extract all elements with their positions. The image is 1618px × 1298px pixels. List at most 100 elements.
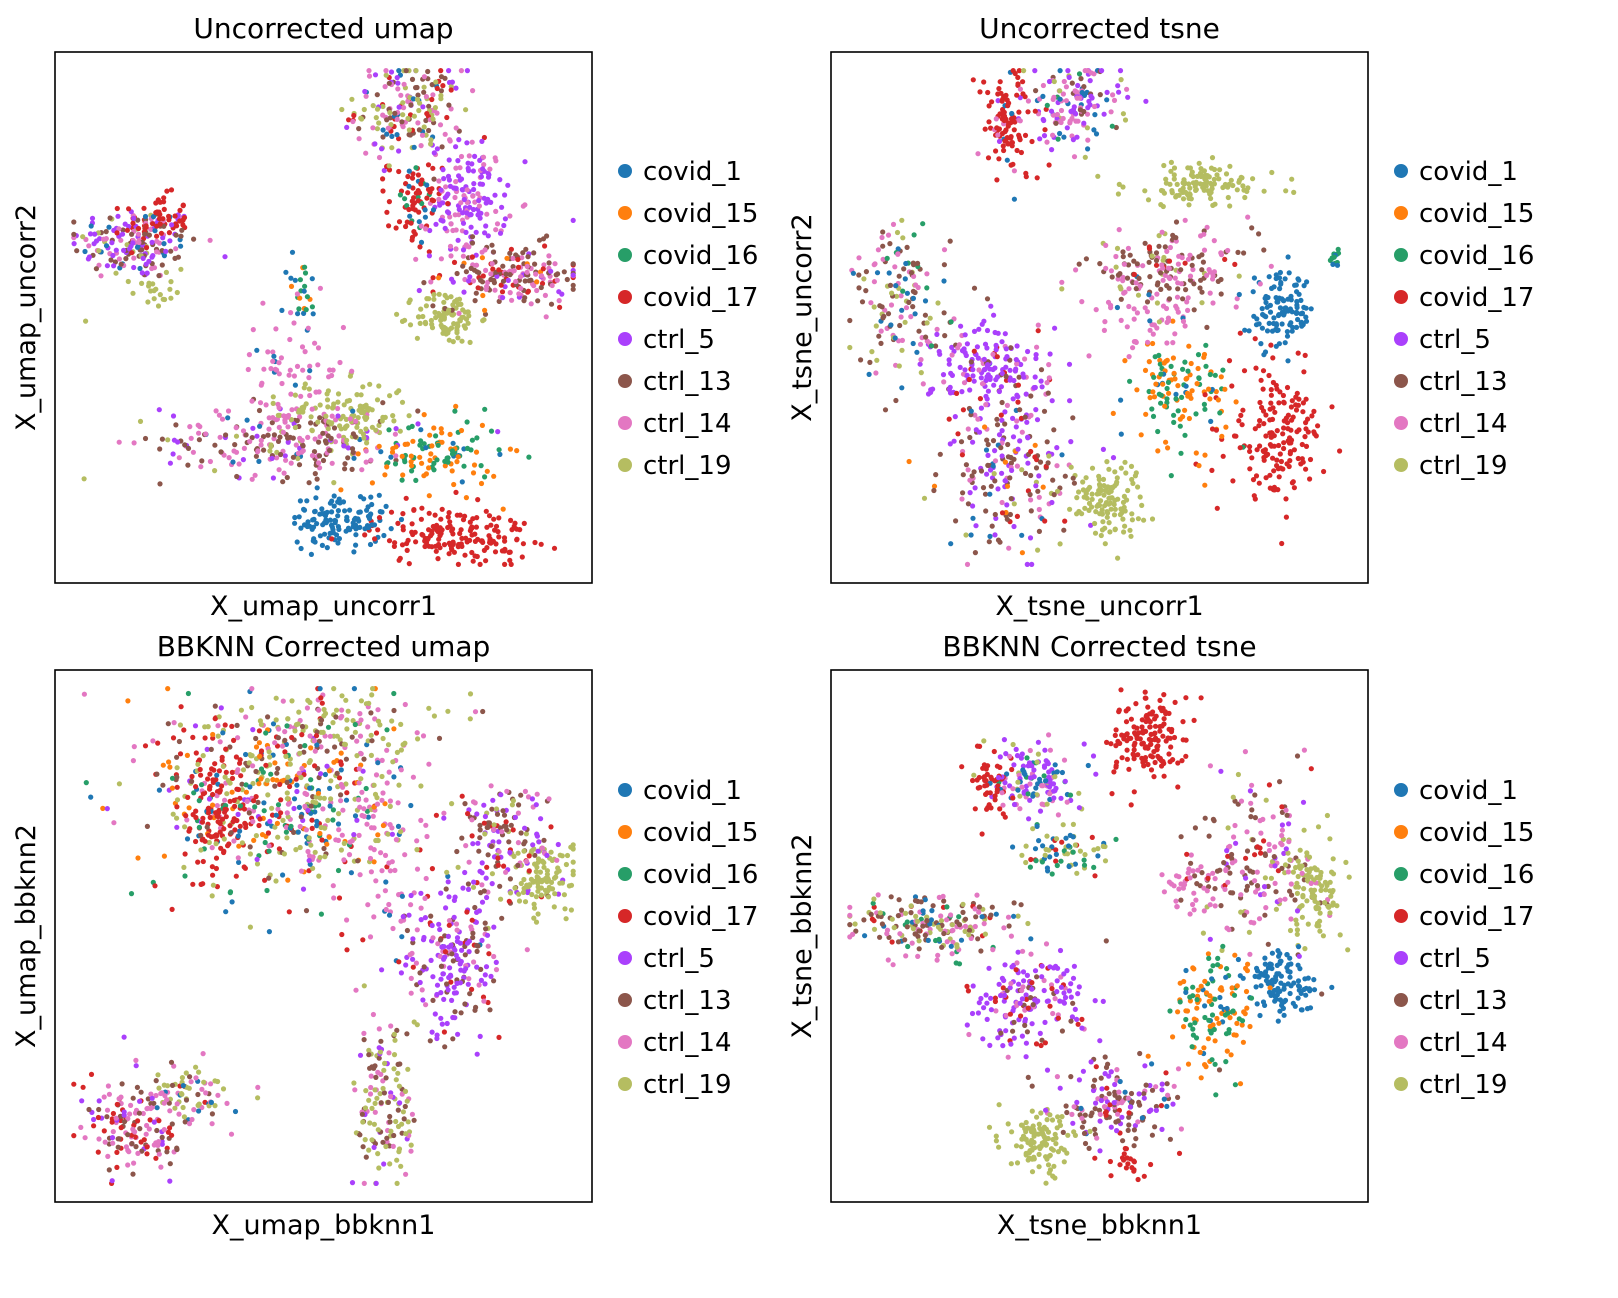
point-covid_1 <box>1147 318 1153 324</box>
point-covid_17 <box>1252 336 1258 342</box>
point-ctrl_5 <box>466 278 472 284</box>
point-ctrl_13 <box>1002 421 1008 427</box>
point-ctrl_13 <box>442 1044 448 1050</box>
point-covid_17 <box>442 949 448 955</box>
legend-label: covid_1 <box>643 157 742 187</box>
point-covid_15 <box>426 465 432 471</box>
point-ctrl_13 <box>1134 261 1140 267</box>
point-ctrl_13 <box>1016 374 1022 380</box>
point-ctrl_5 <box>978 405 985 411</box>
point-covid_17 <box>143 245 150 251</box>
point-ctrl_5 <box>433 221 439 227</box>
point-ctrl_19 <box>1161 254 1167 261</box>
point-ctrl_5 <box>485 174 492 180</box>
point-ctrl_19 <box>1122 459 1128 465</box>
point-ctrl_19 <box>116 781 122 787</box>
point-ctrl_13 <box>356 126 362 132</box>
point-ctrl_13 <box>416 127 422 133</box>
point-covid_17 <box>1018 149 1024 156</box>
point-covid_17 <box>1303 466 1309 472</box>
point-ctrl_19 <box>1095 173 1101 179</box>
point-covid_17 <box>157 221 163 227</box>
point-covid_15 <box>1150 389 1156 395</box>
point-covid_1 <box>888 322 894 328</box>
point-ctrl_5 <box>269 455 275 461</box>
point-ctrl_19 <box>1142 188 1148 194</box>
point-ctrl_5 <box>1117 68 1124 74</box>
point-ctrl_14 <box>403 1171 409 1177</box>
point-ctrl_19 <box>369 692 375 698</box>
point-ctrl_19 <box>399 318 406 324</box>
point-covid_17 <box>309 817 315 823</box>
point-ctrl_19 <box>381 1067 387 1073</box>
point-covid_17 <box>1267 472 1273 478</box>
point-ctrl_19 <box>198 847 204 853</box>
point-ctrl_19 <box>300 405 306 412</box>
point-ctrl_13 <box>941 310 947 316</box>
point-covid_17 <box>95 1149 101 1155</box>
point-ctrl_14 <box>86 243 92 249</box>
point-covid_17 <box>185 794 191 801</box>
point-covid_1 <box>335 540 341 546</box>
point-ctrl_14 <box>1019 429 1025 435</box>
point-ctrl_19 <box>164 1083 171 1089</box>
point-ctrl_19 <box>177 722 183 728</box>
point-ctrl_5 <box>465 886 472 893</box>
point-ctrl_19 <box>873 323 879 329</box>
point-ctrl_5 <box>974 344 981 350</box>
point-ctrl_19 <box>1120 184 1126 190</box>
point-covid_17 <box>1278 458 1284 465</box>
point-ctrl_14 <box>542 292 549 298</box>
point-covid_15 <box>1194 381 1200 387</box>
point-ctrl_19 <box>459 314 465 321</box>
point-ctrl_13 <box>103 229 109 235</box>
point-ctrl_13 <box>189 778 195 785</box>
point-covid_17 <box>403 495 409 501</box>
point-ctrl_13 <box>1199 267 1205 273</box>
point-covid_17 <box>960 407 967 413</box>
point-ctrl_19 <box>1113 264 1119 270</box>
point-ctrl_14 <box>480 154 487 160</box>
point-ctrl_19 <box>264 777 270 784</box>
point-covid_17 <box>1280 392 1286 399</box>
scatter-panel-2: Uncorrected tsneX_tsne_uncorr1X_tsne_unc… <box>787 12 1534 622</box>
point-ctrl_13 <box>320 430 326 436</box>
point-ctrl_19 <box>1135 484 1141 490</box>
point-covid_17 <box>372 536 378 542</box>
point-ctrl_19 <box>179 1091 185 1097</box>
point-ctrl_5 <box>1049 398 1055 404</box>
point-ctrl_14 <box>1063 98 1069 104</box>
point-ctrl_14 <box>1028 412 1034 418</box>
point-covid_1 <box>1269 328 1276 334</box>
point-covid_15 <box>470 470 477 476</box>
point-ctrl_19 <box>395 1070 401 1076</box>
point-ctrl_19 <box>1225 194 1231 201</box>
point-ctrl_14 <box>524 947 530 953</box>
point-ctrl_19 <box>380 103 386 110</box>
point-ctrl_14 <box>1014 361 1020 367</box>
point-ctrl_19 <box>1269 169 1275 176</box>
point-covid_17 <box>438 516 444 522</box>
point-ctrl_13 <box>300 443 306 449</box>
point-covid_15 <box>1134 387 1140 393</box>
point-ctrl_13 <box>1109 274 1115 280</box>
point-covid_1 <box>416 219 422 225</box>
point-covid_17 <box>415 172 421 178</box>
point-ctrl_14 <box>868 300 874 306</box>
point-covid_17 <box>496 534 502 540</box>
point-ctrl_19 <box>151 288 157 294</box>
point-covid_15 <box>160 762 166 768</box>
point-ctrl_5 <box>450 1014 456 1021</box>
point-ctrl_13 <box>548 301 555 307</box>
point-covid_17 <box>1000 143 1006 149</box>
point-ctrl_19 <box>383 72 389 78</box>
point-covid_17 <box>1015 399 1021 405</box>
point-ctrl_13 <box>1028 508 1034 514</box>
point-covid_17 <box>1293 394 1299 400</box>
point-covid_17 <box>154 233 160 239</box>
point-covid_1 <box>232 1108 239 1115</box>
point-ctrl_5 <box>946 361 952 367</box>
point-covid_1 <box>1267 309 1274 315</box>
point-ctrl_14 <box>380 790 386 796</box>
point-covid_17 <box>1270 405 1276 411</box>
